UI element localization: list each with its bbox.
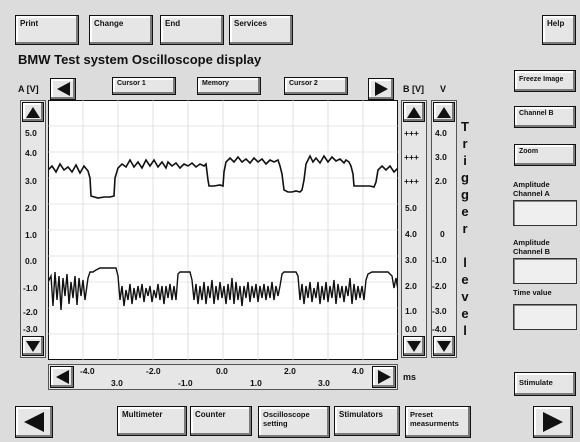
arrow-right-icon [543, 412, 563, 432]
change-button[interactable]: Change [89, 15, 153, 45]
scale-a-tick: 2.0 [25, 203, 37, 213]
zoom-button[interactable]: Zoom [514, 144, 576, 166]
scale-a-tick: 4.0 [25, 148, 37, 158]
scale-b-tick: +++ [404, 128, 419, 138]
x-tick-top: 4.0 [352, 366, 364, 376]
arrow-right-icon [377, 370, 391, 384]
scale-v-tick: 4.0 [435, 128, 447, 138]
scale-b-tick: 0.0 [405, 324, 417, 334]
x-tick-top: -4.0 [80, 366, 95, 376]
trace-channel-b [48, 267, 398, 311]
preset-measurments-button[interactable]: Preset measurments [405, 406, 471, 438]
scale-b-down-button[interactable] [403, 336, 425, 356]
scale-b-tick: 2.0 [405, 281, 417, 291]
scale-a-up-button[interactable] [22, 102, 44, 122]
help-button[interactable]: Help [542, 15, 576, 45]
arrow-left-icon [24, 412, 44, 432]
arrow-up-icon [26, 106, 40, 118]
page-forward-button[interactable] [533, 406, 573, 438]
scale-a-tick: -2.0 [23, 307, 38, 317]
scale-b-tick: 1.0 [405, 306, 417, 316]
amplitude-a-field[interactable] [513, 200, 577, 226]
arrow-left-icon [56, 82, 70, 96]
scale-a-tick: -1.0 [23, 283, 38, 293]
time-value-field[interactable] [513, 304, 577, 330]
x-axis-scale [48, 364, 398, 390]
services-button[interactable]: Services [229, 15, 293, 45]
page-title: BMW Test system Oscilloscope display [18, 52, 262, 67]
print-button[interactable]: Print [15, 15, 79, 45]
stimulate-button[interactable]: Stimulate [514, 372, 576, 396]
cursor-1-button[interactable]: Cursor 1 [112, 77, 176, 95]
oscilloscope-plot [48, 100, 398, 360]
scale-v-tick: -2.0 [432, 281, 447, 291]
end-button[interactable]: End [160, 15, 224, 45]
scale-b-tick: +++ [404, 176, 419, 186]
page-back-button[interactable] [15, 406, 53, 438]
axis-b-label: B [V] [403, 84, 424, 94]
scale-channel-a [20, 100, 46, 358]
arrow-down-icon [26, 340, 40, 352]
scale-a-tick: 1.0 [25, 230, 37, 240]
axis-v-label: V [440, 84, 447, 94]
scale-a-tick: 5.0 [25, 128, 37, 138]
axis-a-label: A [V] [18, 84, 39, 94]
scale-a-down-button[interactable] [22, 336, 44, 356]
scale-trigger-level [431, 100, 457, 358]
scale-a-tick: -3.0 [23, 324, 38, 334]
arrow-up-icon [407, 106, 421, 118]
scale-b-up-button[interactable] [403, 102, 425, 122]
x-tick-bottom: -1.0 [178, 378, 193, 388]
time-value-label: Time value [513, 288, 552, 297]
scale-a-tick: 3.0 [25, 176, 37, 186]
scale-v-down-button[interactable] [433, 336, 455, 356]
arrow-up-icon [437, 106, 451, 118]
scale-b-tick: 3.0 [405, 255, 417, 265]
scale-a-tick: 0.0 [25, 256, 37, 266]
multimeter-button[interactable]: Multimeter [117, 406, 187, 436]
scale-channel-b [401, 100, 427, 358]
cursor-2-button[interactable]: Cursor 2 [284, 77, 348, 95]
channel-b-button[interactable]: Channel B [514, 106, 576, 128]
x-tick-bottom: 1.0 [250, 378, 262, 388]
scale-v-tick: 3.0 [435, 152, 447, 162]
x-unit-label: ms [403, 372, 417, 382]
scale-v-up-button[interactable] [433, 102, 455, 122]
arrow-left-icon [55, 370, 69, 384]
scale-b-tick: 4.0 [405, 229, 417, 239]
scroll-left-button[interactable] [50, 78, 76, 100]
oscilloscope-setting-button[interactable]: Oscilloscope setting [258, 406, 330, 438]
scale-v-tick: -3.0 [432, 306, 447, 316]
scale-v-tick: -1.0 [432, 255, 447, 265]
stimulators-button[interactable]: Stimulators [334, 406, 400, 436]
freeze-image-button[interactable]: Freeze Image [514, 70, 576, 92]
x-tick-bottom: 3.0 [318, 378, 330, 388]
x-scale-left-button[interactable] [50, 366, 74, 388]
amplitude-b-label: Amplitude Channel B [513, 238, 551, 256]
x-tick-top: 2.0 [284, 366, 296, 376]
x-tick-bottom: 3.0 [111, 378, 123, 388]
trace-channel-a [48, 154, 398, 199]
arrow-down-icon [437, 340, 451, 352]
scale-b-tick: 5.0 [405, 203, 417, 213]
x-scale-right-button[interactable] [372, 366, 396, 388]
scale-v-tick: -4.0 [432, 324, 447, 334]
arrow-right-icon [374, 82, 388, 96]
scale-b-tick: +++ [404, 152, 419, 162]
amplitude-b-field[interactable] [513, 258, 577, 284]
scale-v-tick: 0 [440, 229, 445, 239]
counter-button[interactable]: Counter [190, 406, 252, 436]
arrow-down-icon [407, 340, 421, 352]
memory-button[interactable]: Memory [197, 77, 261, 95]
x-tick-top: 0.0 [216, 366, 228, 376]
scale-v-tick: 2.0 [435, 176, 447, 186]
amplitude-a-label: Amplitude Channel A [513, 180, 550, 198]
scroll-right-button[interactable] [368, 78, 394, 100]
x-tick-top: -2.0 [146, 366, 161, 376]
